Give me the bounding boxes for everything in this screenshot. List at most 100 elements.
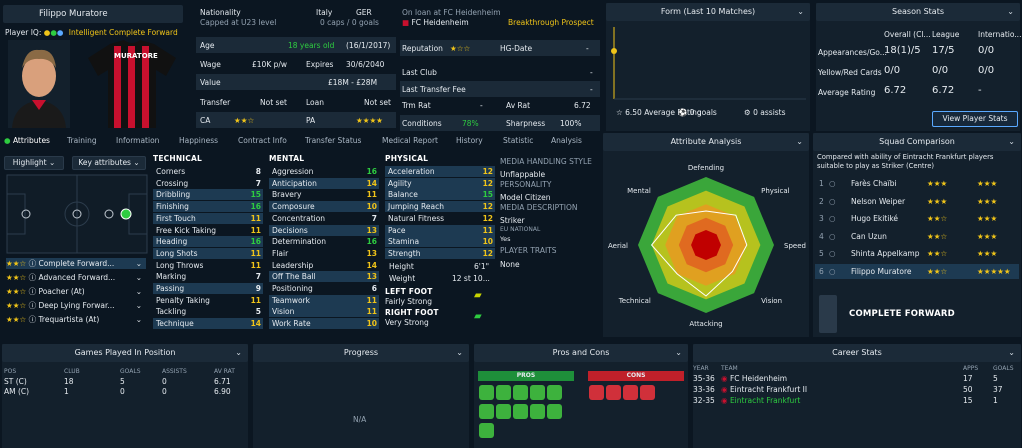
- progress-header[interactable]: Progress ⌄: [253, 344, 469, 362]
- pro-trait-icon[interactable]: [547, 385, 562, 400]
- pro-trait-icon[interactable]: [479, 423, 494, 438]
- attribute-row[interactable]: Determination 16: [269, 236, 379, 247]
- attribute-row[interactable]: Finishing 16: [153, 201, 263, 213]
- attribute-row[interactable]: Acceleration 12: [385, 166, 495, 177]
- squad-row[interactable]: 1 ○ Farès Chaïbi ★★★ ★★★: [815, 176, 1019, 191]
- chevron-down-icon[interactable]: ⌄: [135, 287, 142, 296]
- attribute-row[interactable]: Penalty Taking 11: [153, 295, 263, 306]
- chevron-down-icon[interactable]: ⌄: [235, 348, 242, 357]
- pro-trait-icon[interactable]: [530, 404, 545, 419]
- attribute-row[interactable]: First Touch 11: [153, 212, 263, 224]
- loan-value[interactable]: Not set: [364, 98, 391, 107]
- attribute-row[interactable]: Composure 10: [269, 201, 379, 213]
- tab-happiness[interactable]: Happiness: [179, 136, 219, 145]
- attribute-row[interactable]: Balance 15: [385, 189, 495, 201]
- attribute-row[interactable]: Teamwork 11: [269, 294, 379, 306]
- chevron-down-icon[interactable]: ⌄: [1008, 348, 1015, 357]
- attribute-row[interactable]: Stamina 10: [385, 236, 495, 248]
- chevron-down-icon[interactable]: ⌄: [797, 7, 804, 16]
- attribute-row[interactable]: Long Throws 11: [153, 260, 263, 271]
- squad-row[interactable]: 4 ○ Can Uzun ★★☆ ★★★: [815, 229, 1019, 244]
- nationality-1[interactable]: Italy: [316, 8, 333, 17]
- chevron-down-icon[interactable]: ⌄: [135, 301, 142, 310]
- con-trait-icon[interactable]: [606, 385, 621, 400]
- attribute-row[interactable]: Marking 7: [153, 271, 263, 282]
- career-header[interactable]: Career Stats ⌄: [693, 344, 1021, 362]
- tab-statistic[interactable]: Statistic: [503, 136, 534, 145]
- con-trait-icon[interactable]: [589, 385, 604, 400]
- squad-row[interactable]: 3 ○ Hugo Ekitiké ★★☆ ★★★: [815, 211, 1019, 226]
- attribute-row[interactable]: Pace 11: [385, 224, 495, 236]
- radio-icon[interactable]: ○: [829, 196, 836, 206]
- tab-information[interactable]: Information: [116, 136, 160, 145]
- nationality-2[interactable]: GER: [356, 8, 372, 17]
- proscons-header[interactable]: Pros and Cons ⌄: [474, 344, 688, 362]
- chevron-down-icon[interactable]: ⌄: [1008, 137, 1015, 146]
- tab-attributes[interactable]: ● Attributes: [4, 136, 50, 145]
- key-attributes-dropdown[interactable]: Key attributes ⌄: [72, 156, 146, 170]
- attribute-row[interactable]: Off The Ball 13: [269, 271, 379, 283]
- pro-trait-icon[interactable]: [513, 385, 528, 400]
- radio-icon[interactable]: ○: [829, 249, 836, 258]
- attribute-row[interactable]: Technique 14: [153, 318, 263, 330]
- pro-trait-icon[interactable]: [496, 404, 511, 419]
- pro-trait-icon[interactable]: [496, 385, 511, 400]
- squad-row[interactable]: 2 ○ Nelson Weiper ★★★ ★★★: [815, 194, 1019, 209]
- attribute-row[interactable]: Positioning 6: [269, 283, 379, 294]
- chevron-down-icon[interactable]: ⌄: [135, 315, 142, 324]
- squad-row[interactable]: 6 ○ Filippo Muratore ★★☆ ★★★★★: [815, 263, 1019, 279]
- radio-icon[interactable]: ○: [829, 179, 836, 188]
- attribute-row[interactable]: Corners 8: [153, 166, 263, 177]
- analysis-header[interactable]: Attribute Analysis ⌄: [603, 133, 809, 151]
- pro-trait-icon[interactable]: [479, 404, 494, 419]
- pro-trait-icon[interactable]: [530, 385, 545, 400]
- chevron-down-icon[interactable]: ⌄: [1007, 7, 1014, 16]
- attribute-row[interactable]: Dribbling 15: [153, 189, 263, 201]
- squad-row[interactable]: 5 ○ Shinta Appelkamp ★★☆ ★★★: [815, 246, 1019, 261]
- attribute-row[interactable]: Agility 12: [385, 177, 495, 189]
- squad-player-name[interactable]: Shinta Appelkamp: [851, 249, 920, 258]
- chevron-down-icon[interactable]: ⌄: [675, 348, 682, 357]
- form-header[interactable]: Form (Last 10 Matches) ⌄: [606, 3, 810, 21]
- view-player-stats-button[interactable]: View Player Stats: [932, 111, 1018, 127]
- pro-trait-icon[interactable]: [513, 404, 528, 419]
- attribute-row[interactable]: Free Kick Taking 11: [153, 225, 263, 236]
- attribute-row[interactable]: Decisions 13: [269, 224, 379, 236]
- tab-medical[interactable]: Medical Report: [382, 136, 438, 145]
- attribute-row[interactable]: Passing 9: [153, 283, 263, 294]
- tab-transfer[interactable]: Transfer Status: [305, 136, 362, 145]
- squad-player-name[interactable]: Can Uzun: [851, 231, 887, 241]
- squad-player-name[interactable]: Nelson Weiper: [851, 196, 906, 206]
- highlight-dropdown[interactable]: Highlight ⌄: [4, 156, 64, 170]
- role-poacher[interactable]: ★★☆ ⓘ Poacher (At) ⌄: [6, 286, 146, 297]
- attribute-row[interactable]: Bravery 11: [269, 189, 379, 200]
- squad-player-name[interactable]: Filippo Muratore: [851, 266, 912, 276]
- radio-icon[interactable]: ○: [829, 266, 836, 276]
- role-advanced-forward[interactable]: ★★☆ ⓘ Advanced Forward... ⌄: [6, 272, 146, 283]
- pro-trait-icon[interactable]: [547, 404, 562, 419]
- squad-player-name[interactable]: Farès Chaïbi: [851, 179, 897, 188]
- radio-icon[interactable]: ○: [829, 214, 836, 223]
- attribute-row[interactable]: Long Shots 11: [153, 247, 263, 259]
- attribute-row[interactable]: Heading 16: [153, 236, 263, 248]
- tab-analysis[interactable]: Analysis: [551, 136, 582, 145]
- radio-icon[interactable]: ○: [829, 231, 836, 241]
- pro-trait-icon[interactable]: [479, 385, 494, 400]
- squad-player-name[interactable]: Hugo Ekitiké: [851, 214, 899, 223]
- attribute-row[interactable]: Jumping Reach 12: [385, 201, 495, 213]
- chevron-down-icon[interactable]: ⌄: [135, 259, 142, 268]
- role-trequartista[interactable]: ★★☆ ⓘ Trequartista (At) ⌄: [6, 314, 146, 325]
- role-complete-forward[interactable]: ★★☆ ⓘ Complete Forward... ⌄: [6, 258, 146, 269]
- attribute-row[interactable]: Leadership 14: [269, 260, 379, 271]
- tab-contract[interactable]: Contract Info: [238, 136, 287, 145]
- chevron-down-icon[interactable]: ⌄: [135, 273, 142, 282]
- attribute-row[interactable]: Work Rate 10: [269, 318, 379, 330]
- season-header[interactable]: Season Stats ⌄: [816, 3, 1020, 21]
- attribute-row[interactable]: Aggression 16: [269, 166, 379, 177]
- squad-header[interactable]: Squad Comparison ⌄: [813, 133, 1021, 151]
- con-trait-icon[interactable]: [623, 385, 638, 400]
- attribute-row[interactable]: Crossing 7: [153, 178, 263, 189]
- attribute-row[interactable]: Anticipation 14: [269, 177, 379, 189]
- role-deep-lying-forward[interactable]: ★★☆ ⓘ Deep Lying Forwar... ⌄: [6, 300, 146, 311]
- attribute-row[interactable]: Natural Fitness 12: [385, 213, 495, 224]
